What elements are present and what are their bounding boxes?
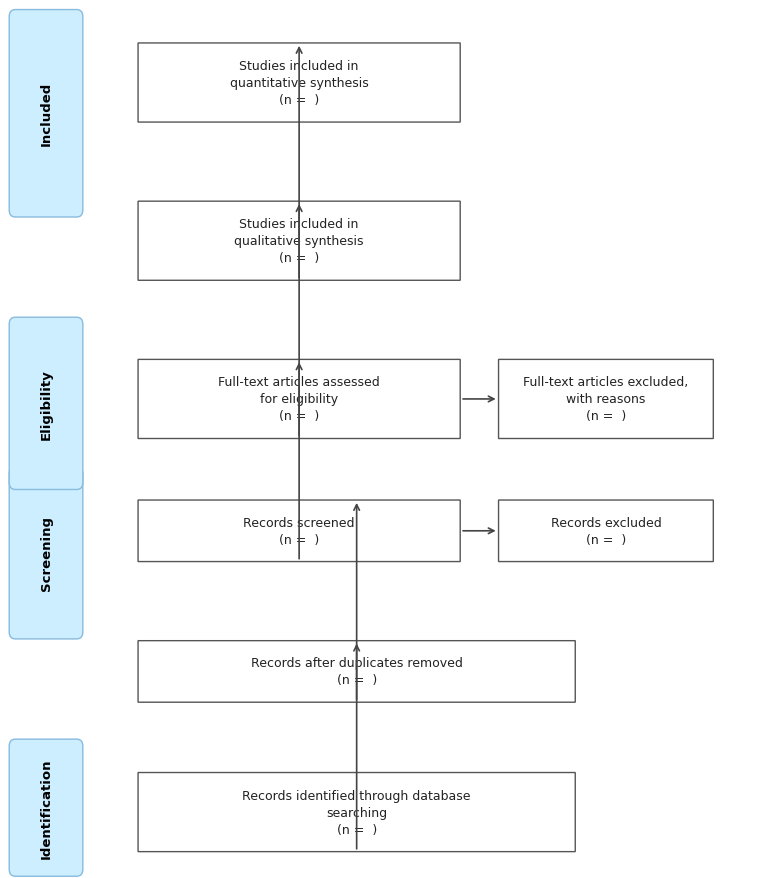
Text: Included: Included	[40, 82, 52, 147]
Text: Records after duplicates removed
(n =  ): Records after duplicates removed (n = )	[251, 657, 463, 687]
Text: Screening: Screening	[40, 515, 52, 591]
Text: Full-text articles excluded,
with reasons
(n =  ): Full-text articles excluded, with reason…	[523, 376, 689, 423]
Text: Records excluded
(n =  ): Records excluded (n = )	[551, 516, 661, 546]
FancyBboxPatch shape	[138, 44, 460, 123]
Text: Full-text articles assessed
for eligibility
(n =  ): Full-text articles assessed for eligibil…	[219, 376, 380, 423]
FancyBboxPatch shape	[9, 11, 83, 218]
FancyBboxPatch shape	[9, 467, 83, 639]
FancyBboxPatch shape	[9, 318, 83, 490]
Text: Eligibility: Eligibility	[40, 369, 52, 439]
Text: Studies included in
qualitative synthesis
(n =  ): Studies included in qualitative synthesi…	[235, 218, 364, 265]
FancyBboxPatch shape	[138, 360, 460, 439]
FancyBboxPatch shape	[138, 202, 460, 281]
Text: Records screened
(n =  ): Records screened (n = )	[243, 516, 355, 546]
FancyBboxPatch shape	[499, 360, 713, 439]
Text: Records identified through database
searching
(n =  ): Records identified through database sear…	[242, 788, 471, 836]
FancyBboxPatch shape	[138, 773, 575, 852]
FancyBboxPatch shape	[9, 739, 83, 876]
Text: Identification: Identification	[40, 758, 52, 858]
Text: Studies included in
quantitative synthesis
(n =  ): Studies included in quantitative synthes…	[230, 60, 368, 107]
FancyBboxPatch shape	[499, 500, 713, 562]
FancyBboxPatch shape	[138, 500, 460, 562]
FancyBboxPatch shape	[138, 641, 575, 702]
